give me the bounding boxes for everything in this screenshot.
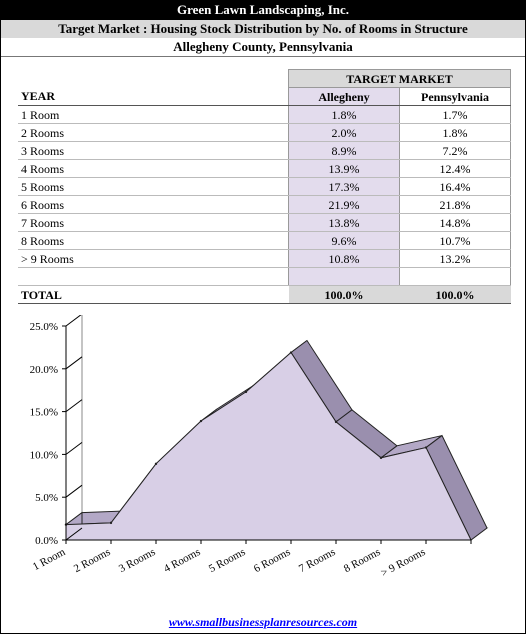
area-data-point — [199, 419, 203, 423]
area-series-fill — [65, 351, 472, 541]
x-tick-label: 5 Rooms — [207, 546, 247, 575]
x-tick-label: 8 Rooms — [342, 546, 382, 575]
y-tick-label: 20.0% — [30, 364, 58, 376]
allegheny-total: 100.0% — [288, 285, 400, 304]
table-row: 7 Rooms 13.8% 14.8% — [18, 213, 511, 232]
y-tick-depth — [65, 527, 83, 541]
pennsylvania-value: 16.4% — [399, 177, 511, 196]
y-tick-depth — [65, 399, 83, 412]
y-tick-label: 15.0% — [30, 407, 58, 419]
row-label: > 9 Rooms — [18, 249, 289, 268]
row-label: 1 Room — [18, 105, 289, 124]
x-tick-label: 3 Rooms — [117, 546, 157, 575]
allegheny-value: 9.6% — [288, 231, 400, 250]
housing-stock-table: TARGET MARKET YEAR Allegheny Pennsylvani… — [18, 69, 511, 304]
row-label: 8 Rooms — [18, 231, 289, 250]
allegheny-value: 13.8% — [288, 213, 400, 232]
total-row: TOTAL 100.0% 100.0% — [18, 285, 511, 304]
table-row: 4 Rooms 13.9% 12.4% — [18, 159, 511, 178]
row-label: 4 Rooms — [18, 159, 289, 178]
y-tick-label: 25.0% — [30, 321, 58, 333]
total-label: TOTAL — [18, 285, 289, 304]
y-tick-label: 10.0% — [30, 449, 58, 461]
pennsylvania-value: 14.8% — [399, 213, 511, 232]
x-tick-label: 1 Room — [31, 546, 68, 573]
area-data-point — [334, 420, 338, 424]
allegheny-value: 8.9% — [288, 141, 400, 160]
x-axis: 1 Room 2 Rooms 3 Rooms 4 Rooms 5 Rooms 6 Room… — [31, 539, 472, 579]
row-label: 7 Rooms — [18, 213, 289, 232]
column-header-year: YEAR — [18, 87, 289, 106]
x-tick-label: 2 Rooms — [72, 546, 112, 575]
pennsylvania-value: 10.7% — [399, 231, 511, 250]
area-data-point — [424, 446, 428, 449]
pennsylvania-value: 12.4% — [399, 159, 511, 178]
pennsylvania-value: 1.7% — [399, 105, 511, 124]
allegheny-value: 2.0% — [288, 123, 400, 142]
pennsylvania-value: 1.8% — [399, 123, 511, 142]
table-row: > 9 Rooms 10.8% 13.2% — [18, 249, 511, 268]
chart-back-wall — [81, 315, 83, 528]
table-row: 3 Rooms 8.9% 7.2% — [18, 141, 511, 160]
x-tick-label: 7 Rooms — [297, 546, 337, 575]
y-tick-depth — [65, 484, 83, 498]
target-market-header: TARGET MARKET — [288, 69, 511, 88]
area-chart: 0.0% 5.0% 10.0% 15.0% 20.0% 25.0% 1 Room 2 Roo… — [30, 315, 489, 579]
company-name: Green Lawn Landscaping, Inc. — [1, 1, 525, 19]
x-tick-label: 6 Rooms — [252, 546, 292, 575]
pennsylvania-value: 7.2% — [399, 141, 511, 160]
area-data-point — [379, 456, 383, 460]
allegheny-value: 10.8% — [288, 249, 400, 268]
pennsylvania-total: 100.0% — [399, 285, 511, 304]
spacer-row — [18, 267, 511, 286]
y-tick-label: 0.0% — [35, 535, 58, 547]
row-label: 2 Rooms — [18, 123, 289, 142]
website-link[interactable]: www.smallbusinessplanresources.com — [168, 615, 358, 629]
table-row: 5 Rooms 17.3% 16.4% — [18, 177, 511, 196]
report-location: Allegheny County, Pennsylvania — [1, 38, 525, 57]
row-label: 3 Rooms — [18, 141, 289, 160]
y-tick-depth — [65, 356, 83, 370]
row-label: 6 Rooms — [18, 195, 289, 214]
column-header-allegheny: Allegheny — [288, 87, 400, 106]
table-row: 2 Rooms 2.0% 1.8% — [18, 123, 511, 142]
y-tick-depth — [65, 442, 83, 455]
pennsylvania-value: 21.8% — [399, 195, 511, 214]
allegheny-value: 21.9% — [288, 195, 400, 214]
row-label: 5 Rooms — [18, 177, 289, 196]
area-data-point — [244, 390, 248, 394]
report-title: Target Market : Housing Stock Distributi… — [1, 19, 525, 39]
chart-area-series — [64, 339, 488, 541]
table-row: 1 Room 1.8% 1.7% — [18, 105, 511, 124]
x-tick-label: 4 Rooms — [162, 546, 202, 575]
y-tick-label: 5.0% — [35, 492, 58, 504]
allegheny-value: 13.9% — [288, 159, 400, 178]
area-data-point — [109, 521, 113, 525]
y-tick-depth — [65, 315, 82, 327]
area-data-point — [289, 351, 293, 354]
allegheny-value: 17.3% — [288, 177, 400, 196]
x-tick-label: > 9 Rooms — [379, 546, 427, 579]
area-data-point — [154, 462, 158, 466]
column-header-pennsylvania: Pennsylvania — [399, 87, 511, 106]
table-row: 6 Rooms 21.9% 21.8% — [18, 195, 511, 214]
allegheny-value: 1.8% — [288, 105, 400, 124]
table-row: 8 Rooms 9.6% 10.7% — [18, 231, 511, 250]
y-axis: 0.0% 5.0% 10.0% 15.0% 20.0% 25.0% — [30, 315, 83, 547]
pennsylvania-value: 13.2% — [399, 249, 511, 268]
